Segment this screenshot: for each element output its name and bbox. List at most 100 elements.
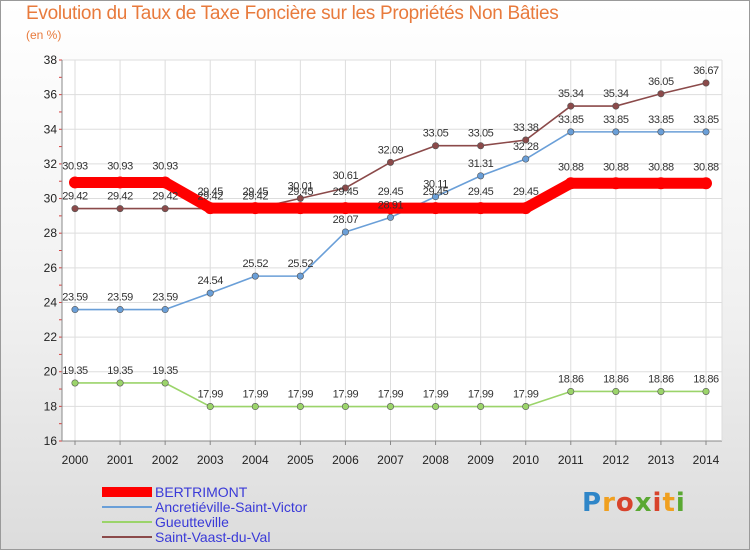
y-tick-label: 36 (44, 88, 58, 102)
data-label: 23.59 (62, 292, 88, 304)
y-tick-label: 20 (44, 365, 58, 379)
data-label: 18.86 (693, 373, 719, 385)
data-point (429, 202, 442, 215)
data-label: 17.99 (288, 389, 314, 401)
data-point (657, 128, 665, 136)
y-axis-ticks: 16 18 20 22 24 26 28 30 32 34 36 38 (44, 53, 58, 448)
data-point (206, 289, 214, 297)
data-point (567, 387, 575, 395)
data-label: 25.52 (243, 258, 269, 270)
data-label: 33.85 (558, 114, 584, 126)
data-label: 33.85 (603, 114, 629, 126)
y-tick-label: 34 (44, 122, 58, 136)
data-point (654, 177, 667, 190)
unit-label: (en %) (26, 28, 62, 42)
data-point (71, 205, 79, 213)
data-label: 29.42 (197, 191, 223, 203)
data-point (251, 403, 259, 411)
data-label: 30.93 (107, 160, 133, 172)
data-label: 19.35 (107, 365, 133, 377)
data-point (522, 403, 530, 411)
y-tick-label: 18 (44, 399, 58, 413)
data-label: 29.42 (107, 191, 133, 203)
data-point (296, 272, 304, 280)
data-point (296, 403, 304, 411)
data-point (432, 193, 440, 201)
data-point (564, 177, 577, 190)
data-label: 17.99 (243, 389, 269, 401)
data-point (296, 194, 304, 202)
data-point (341, 184, 349, 192)
data-label: 23.59 (152, 292, 178, 304)
data-label: 33.85 (648, 114, 674, 126)
data-label: 17.99 (468, 389, 494, 401)
data-point (432, 403, 440, 411)
grid-lines (62, 59, 722, 442)
data-label: 30.93 (152, 160, 178, 172)
logo-letter: o (615, 488, 635, 518)
data-label: 29.45 (197, 186, 223, 198)
data-point (116, 205, 124, 213)
data-point (206, 403, 214, 411)
data-label: 29.45 (513, 186, 539, 198)
data-label: 17.99 (197, 389, 223, 401)
logo-letter: i (675, 488, 686, 518)
data-point (161, 306, 169, 314)
data-label: 18.86 (603, 373, 629, 385)
plot-area (62, 60, 722, 441)
data-label: 30.01 (288, 180, 314, 192)
data-label: 29.45 (288, 186, 314, 198)
y-tick-label: 16 (44, 434, 58, 448)
data-label: 17.99 (513, 389, 539, 401)
y-tick-label: 26 (44, 261, 58, 275)
data-point (116, 306, 124, 314)
data-label: 25.52 (288, 258, 314, 270)
data-point (612, 387, 620, 395)
x-tick-label: 2004 (242, 453, 269, 467)
data-label: 24.54 (197, 275, 223, 287)
logo-letter: t (662, 488, 676, 518)
legend-label-2: Gueutteville (155, 514, 229, 530)
data-point (339, 202, 352, 215)
data-point (114, 176, 127, 189)
data-point (71, 306, 79, 314)
data-point (702, 387, 710, 395)
data-label: 28.07 (333, 214, 359, 226)
data-label: 18.86 (648, 373, 674, 385)
data-point (384, 202, 397, 215)
data-label: 30.88 (558, 161, 584, 173)
data-label: 29.45 (468, 186, 494, 198)
data-label: 36.67 (693, 65, 719, 77)
x-tick-label: 2002 (152, 453, 179, 467)
data-label: 29.42 (62, 191, 88, 203)
data-label: 35.34 (558, 88, 584, 100)
data-label: 29.42 (152, 191, 178, 203)
y-tick-label: 38 (44, 53, 58, 67)
data-point (386, 403, 394, 411)
data-point (432, 142, 440, 150)
axes (59, 59, 723, 445)
data-point (69, 176, 81, 189)
x-axis-ticks: 2000 2001 2002 2003 2004 2005 2006 2007 2008 2009… (62, 453, 720, 467)
data-label: 35.34 (603, 88, 629, 100)
data-label: 33.05 (423, 128, 449, 140)
data-point (159, 176, 172, 189)
x-tick-label: 2006 (332, 453, 359, 467)
data-point (522, 136, 530, 144)
data-label: 32.28 (513, 141, 539, 153)
x-tick-label: 2009 (467, 453, 494, 467)
data-label: 36.05 (648, 76, 674, 88)
data-label: 30.88 (603, 161, 629, 173)
data-label: 19.35 (62, 365, 88, 377)
y-tick-label: 22 (44, 330, 58, 344)
x-tick-label: 2014 (693, 453, 720, 467)
data-point (204, 202, 217, 215)
proxiti-logo: Proxiti (582, 488, 686, 518)
data-label: 23.59 (107, 292, 133, 304)
x-tick-label: 2010 (512, 453, 539, 467)
chart-title: Evolution du Taux de Taxe Foncière sur l… (26, 3, 559, 24)
x-tick-label: 2008 (422, 453, 449, 467)
data-point (341, 228, 349, 236)
data-label: 30.88 (648, 161, 674, 173)
data-point (251, 272, 259, 280)
